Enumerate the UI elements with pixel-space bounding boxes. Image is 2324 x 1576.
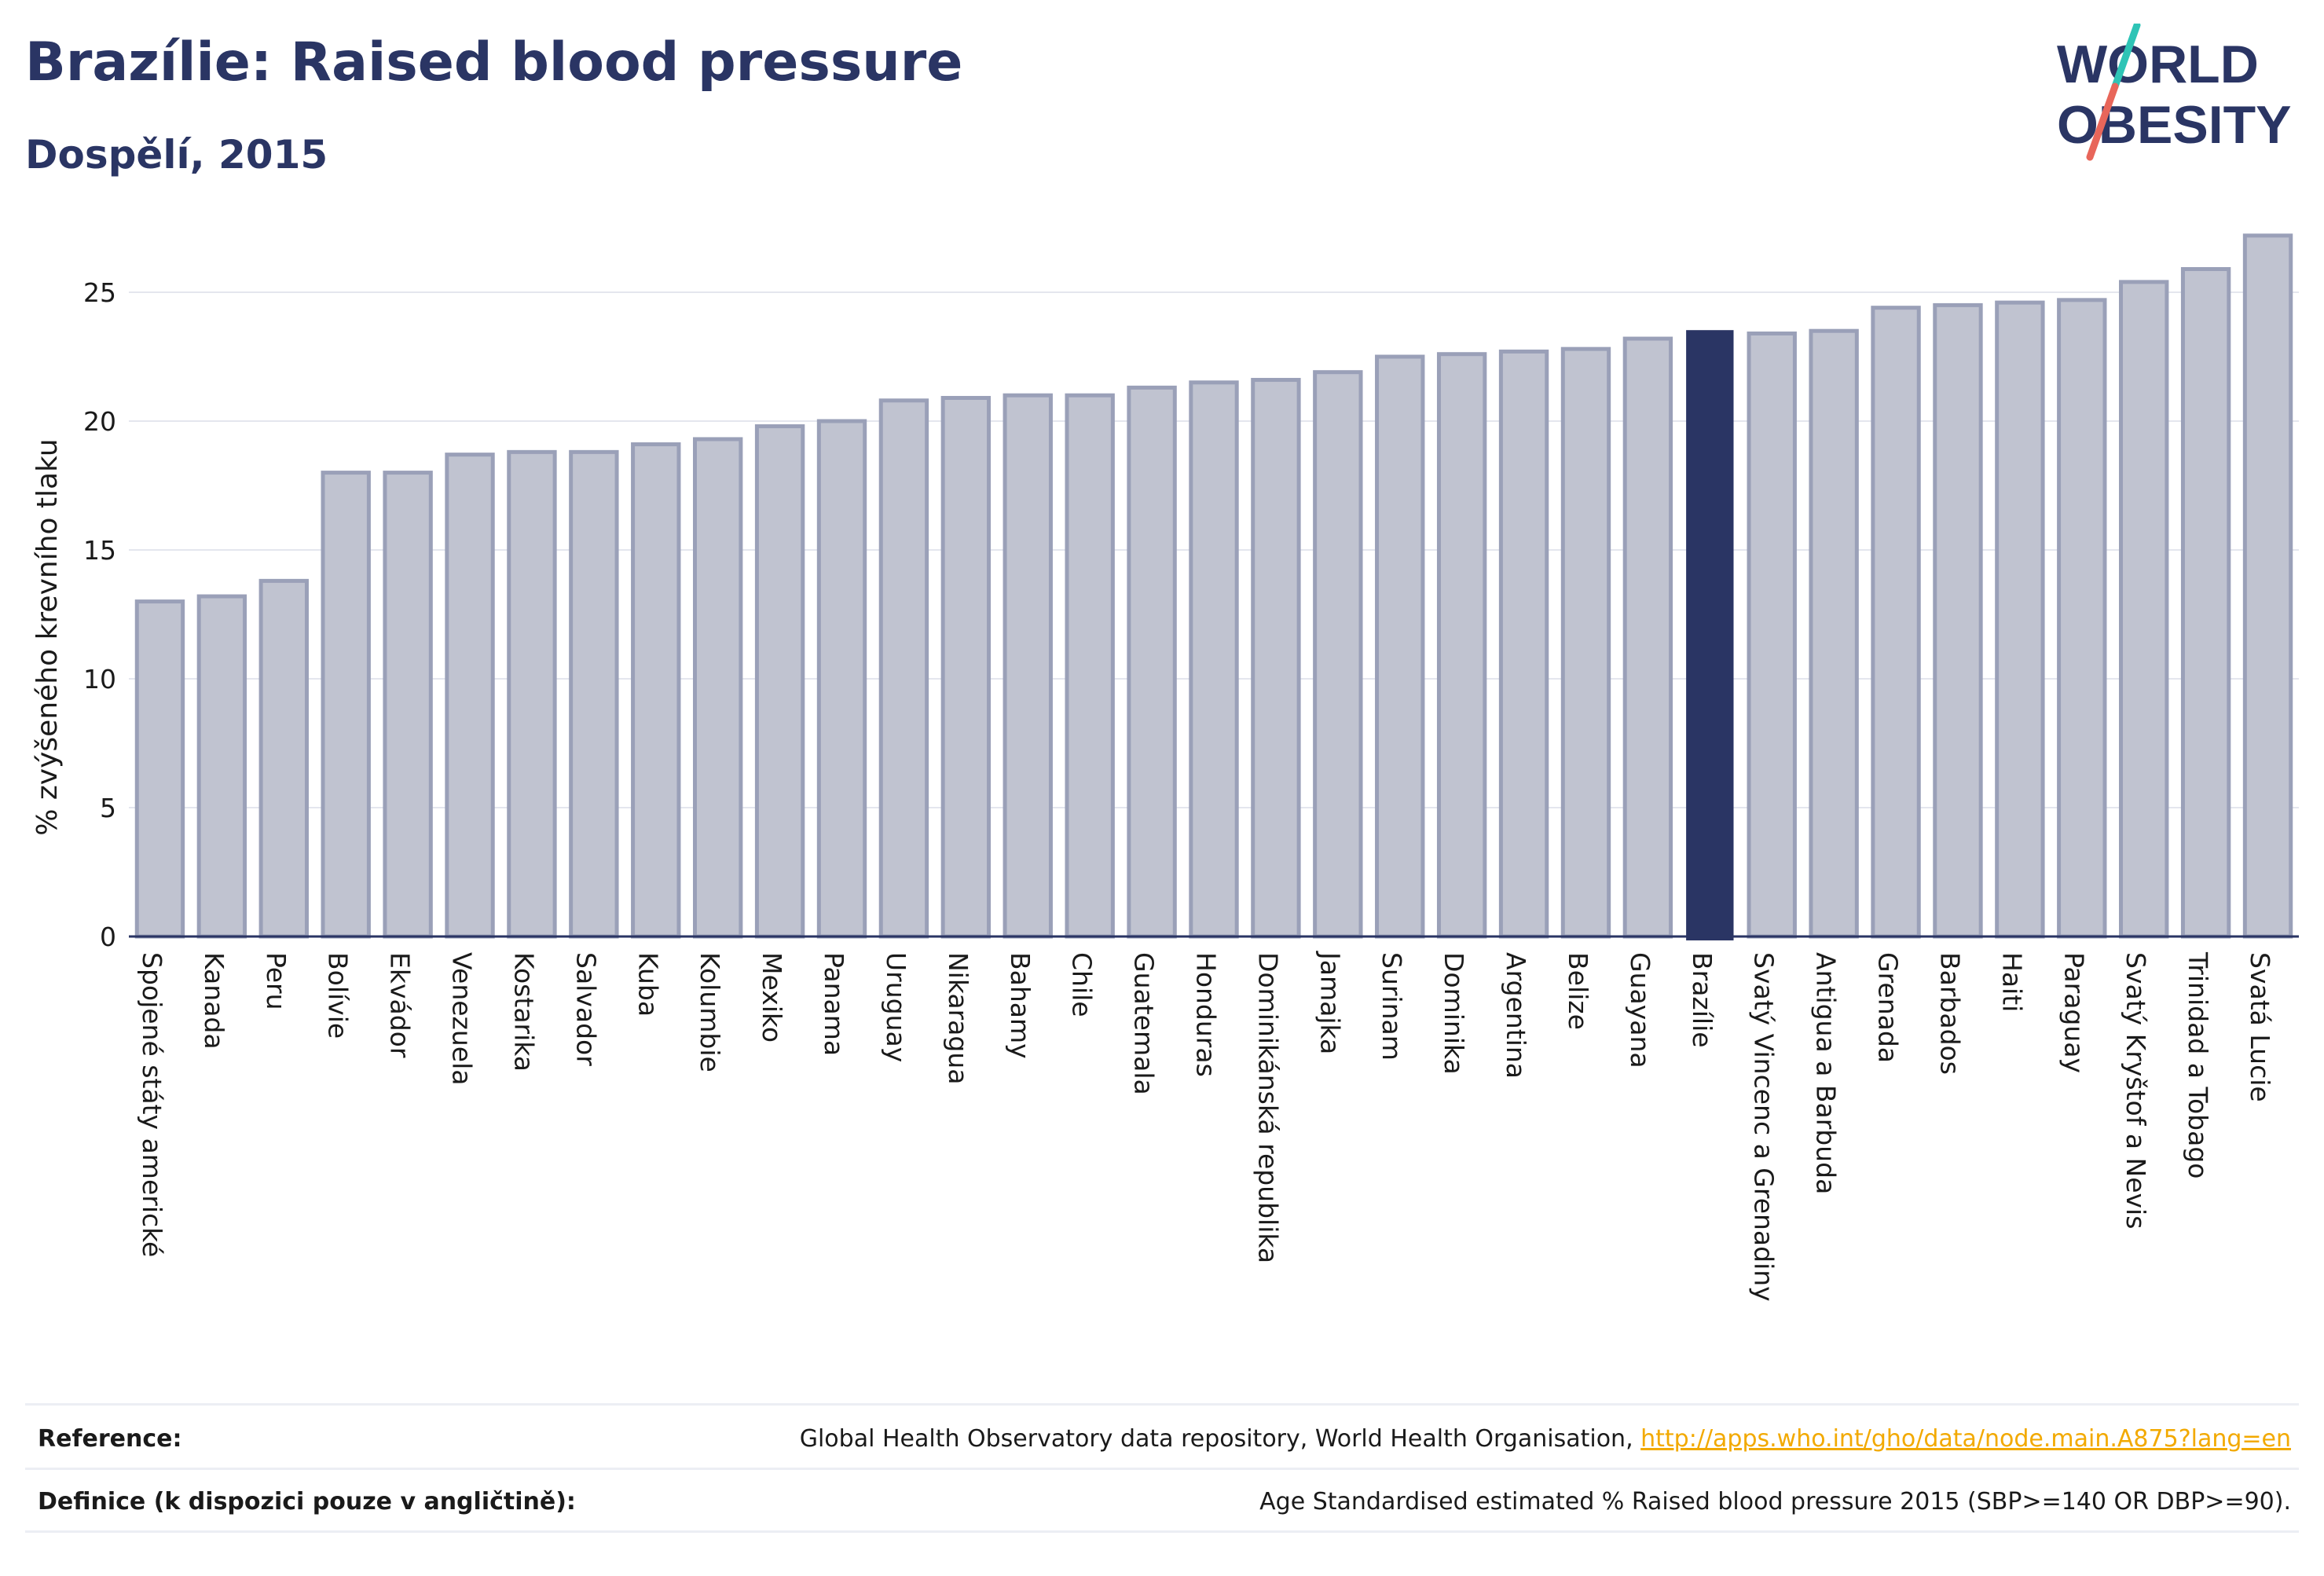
bar	[2180, 266, 2231, 939]
bar	[569, 449, 619, 939]
bar	[1251, 378, 1301, 939]
x-tick-label: Chile	[1067, 952, 1098, 1017]
x-tick-label: Honduras	[1191, 952, 1222, 1077]
chart-subtitle: Dospělí, 2015	[25, 132, 328, 178]
y-axis-title: % zvýšeného krevního tlaku	[31, 438, 64, 835]
bar	[1127, 385, 1177, 939]
world-obesity-logo: WORLD OBESITY	[2057, 24, 2292, 161]
x-tick-label: Dominika	[1439, 952, 1469, 1075]
bar	[1871, 306, 1921, 939]
bar	[1003, 393, 1053, 939]
y-tick-labels: 0 5 10 15 20 25	[83, 277, 116, 952]
x-tick-label: Guatemala	[1129, 952, 1160, 1095]
logo-slash-teal	[2111, 24, 2141, 90]
y-tick-label: 10	[83, 664, 116, 695]
bar	[754, 424, 805, 939]
y-tick-label: 20	[83, 406, 116, 437]
logo-line1: WORLD	[2057, 35, 2259, 94]
bar	[321, 471, 371, 939]
bar	[1189, 380, 1239, 939]
x-tick-label: Peru	[261, 952, 291, 1010]
x-tick-label: Uruguay	[881, 952, 911, 1062]
bar	[2057, 298, 2107, 939]
bar	[1498, 349, 1549, 939]
x-tick-label: Venezuela	[447, 952, 478, 1085]
y-tick-label: 25	[83, 277, 116, 308]
y-tick-label: 5	[100, 793, 116, 823]
x-tick-label: Trinidad a Tobago	[2183, 951, 2213, 1179]
x-tick-label: Haiti	[1996, 952, 2027, 1012]
bar-chart: 0 5 10 15 20 25 Spojené státy americké Kanada P…	[31, 233, 2299, 1302]
x-tick-label: Kostarika	[508, 952, 539, 1072]
bar-highlighted	[1686, 330, 1734, 940]
bar	[878, 398, 929, 939]
x-tick-label: Paraguay	[2058, 952, 2089, 1073]
definition-label: Definice (k dispozici pouze v angličtině…	[38, 1488, 576, 1516]
footer-divider-top	[25, 1403, 2299, 1406]
bar	[2119, 280, 2169, 939]
bar	[1747, 331, 1797, 939]
bar	[196, 594, 247, 939]
bar	[1436, 352, 1487, 939]
x-tick-label: Kolumbie	[695, 952, 725, 1072]
x-tick-label: Kuba	[632, 952, 663, 1017]
x-tick-label: Ekvádor	[385, 952, 416, 1058]
x-tick-label: Guayana	[1625, 952, 1655, 1068]
bar-layer	[134, 233, 2293, 940]
bar	[816, 419, 867, 939]
footer-divider-middle	[25, 1468, 2299, 1470]
x-tick-label: Dominikánská republika	[1252, 952, 1283, 1263]
x-tick-label: Barbados	[1934, 952, 1965, 1075]
y-tick-label: 0	[100, 922, 116, 952]
x-tick-label: Brazílie	[1687, 952, 1717, 1048]
x-tick-label: Argentina	[1501, 952, 1531, 1079]
bar	[1065, 393, 1115, 939]
bar	[445, 453, 495, 939]
bar	[507, 449, 557, 939]
x-tick-label: Panama	[819, 952, 849, 1056]
bar	[1995, 300, 2045, 939]
x-tick-label: Spojené státy americké	[137, 952, 167, 1257]
x-tick-label: Bahamy	[1005, 952, 1036, 1059]
x-tick-label: Nikaragua	[943, 952, 973, 1084]
x-tick-label: Mexiko	[757, 952, 787, 1043]
bar	[940, 395, 992, 939]
bar	[1809, 328, 1859, 939]
bar	[631, 442, 681, 939]
bar	[134, 599, 185, 939]
x-tick-label: Surinam	[1376, 952, 1407, 1061]
bar	[1560, 346, 1611, 939]
bar	[1622, 336, 1673, 939]
x-tick-label: Salvador	[570, 952, 601, 1066]
x-tick-label: Antigua a Barbuda	[1811, 952, 1842, 1194]
x-tick-label: Bolívie	[323, 952, 354, 1039]
footer-divider-bottom	[25, 1530, 2299, 1533]
x-tick-label: Belize	[1563, 952, 1593, 1030]
bar	[258, 578, 309, 939]
x-tick-label: Jamajka	[1314, 951, 1345, 1054]
bar	[1313, 370, 1363, 939]
reference-link[interactable]: http://apps.who.int/gho/data/node.main.A…	[1640, 1425, 2291, 1453]
reference-text: Global Health Observatory data repositor…	[799, 1425, 1641, 1453]
reference-value: Global Health Observatory data repositor…	[800, 1425, 2291, 1453]
definition-value: Age Standardised estimated % Raised bloo…	[1259, 1488, 2291, 1516]
bar	[692, 437, 743, 939]
y-tick-label: 15	[83, 535, 116, 566]
bar	[2242, 233, 2293, 939]
x-tick-label: Svatý Vincenc a Grenadiny	[1749, 952, 1780, 1302]
x-tick-labels: Spojené státy americké Kanada Peru Bolívie E…	[137, 951, 2275, 1302]
bar	[383, 471, 433, 939]
x-tick-label: Svatá Lucie	[2245, 952, 2275, 1102]
x-tick-label: Svatý Kryštof a Nevis	[2121, 952, 2151, 1229]
reference-label: Reference:	[38, 1425, 182, 1453]
bar	[1375, 354, 1425, 939]
x-tick-label: Kanada	[199, 952, 229, 1050]
x-tick-label: Grenada	[1873, 952, 1904, 1063]
logo-slash-red	[2086, 82, 2119, 161]
chart-title: Brazílie: Raised blood pressure	[25, 31, 963, 93]
bar	[1933, 302, 1983, 939]
